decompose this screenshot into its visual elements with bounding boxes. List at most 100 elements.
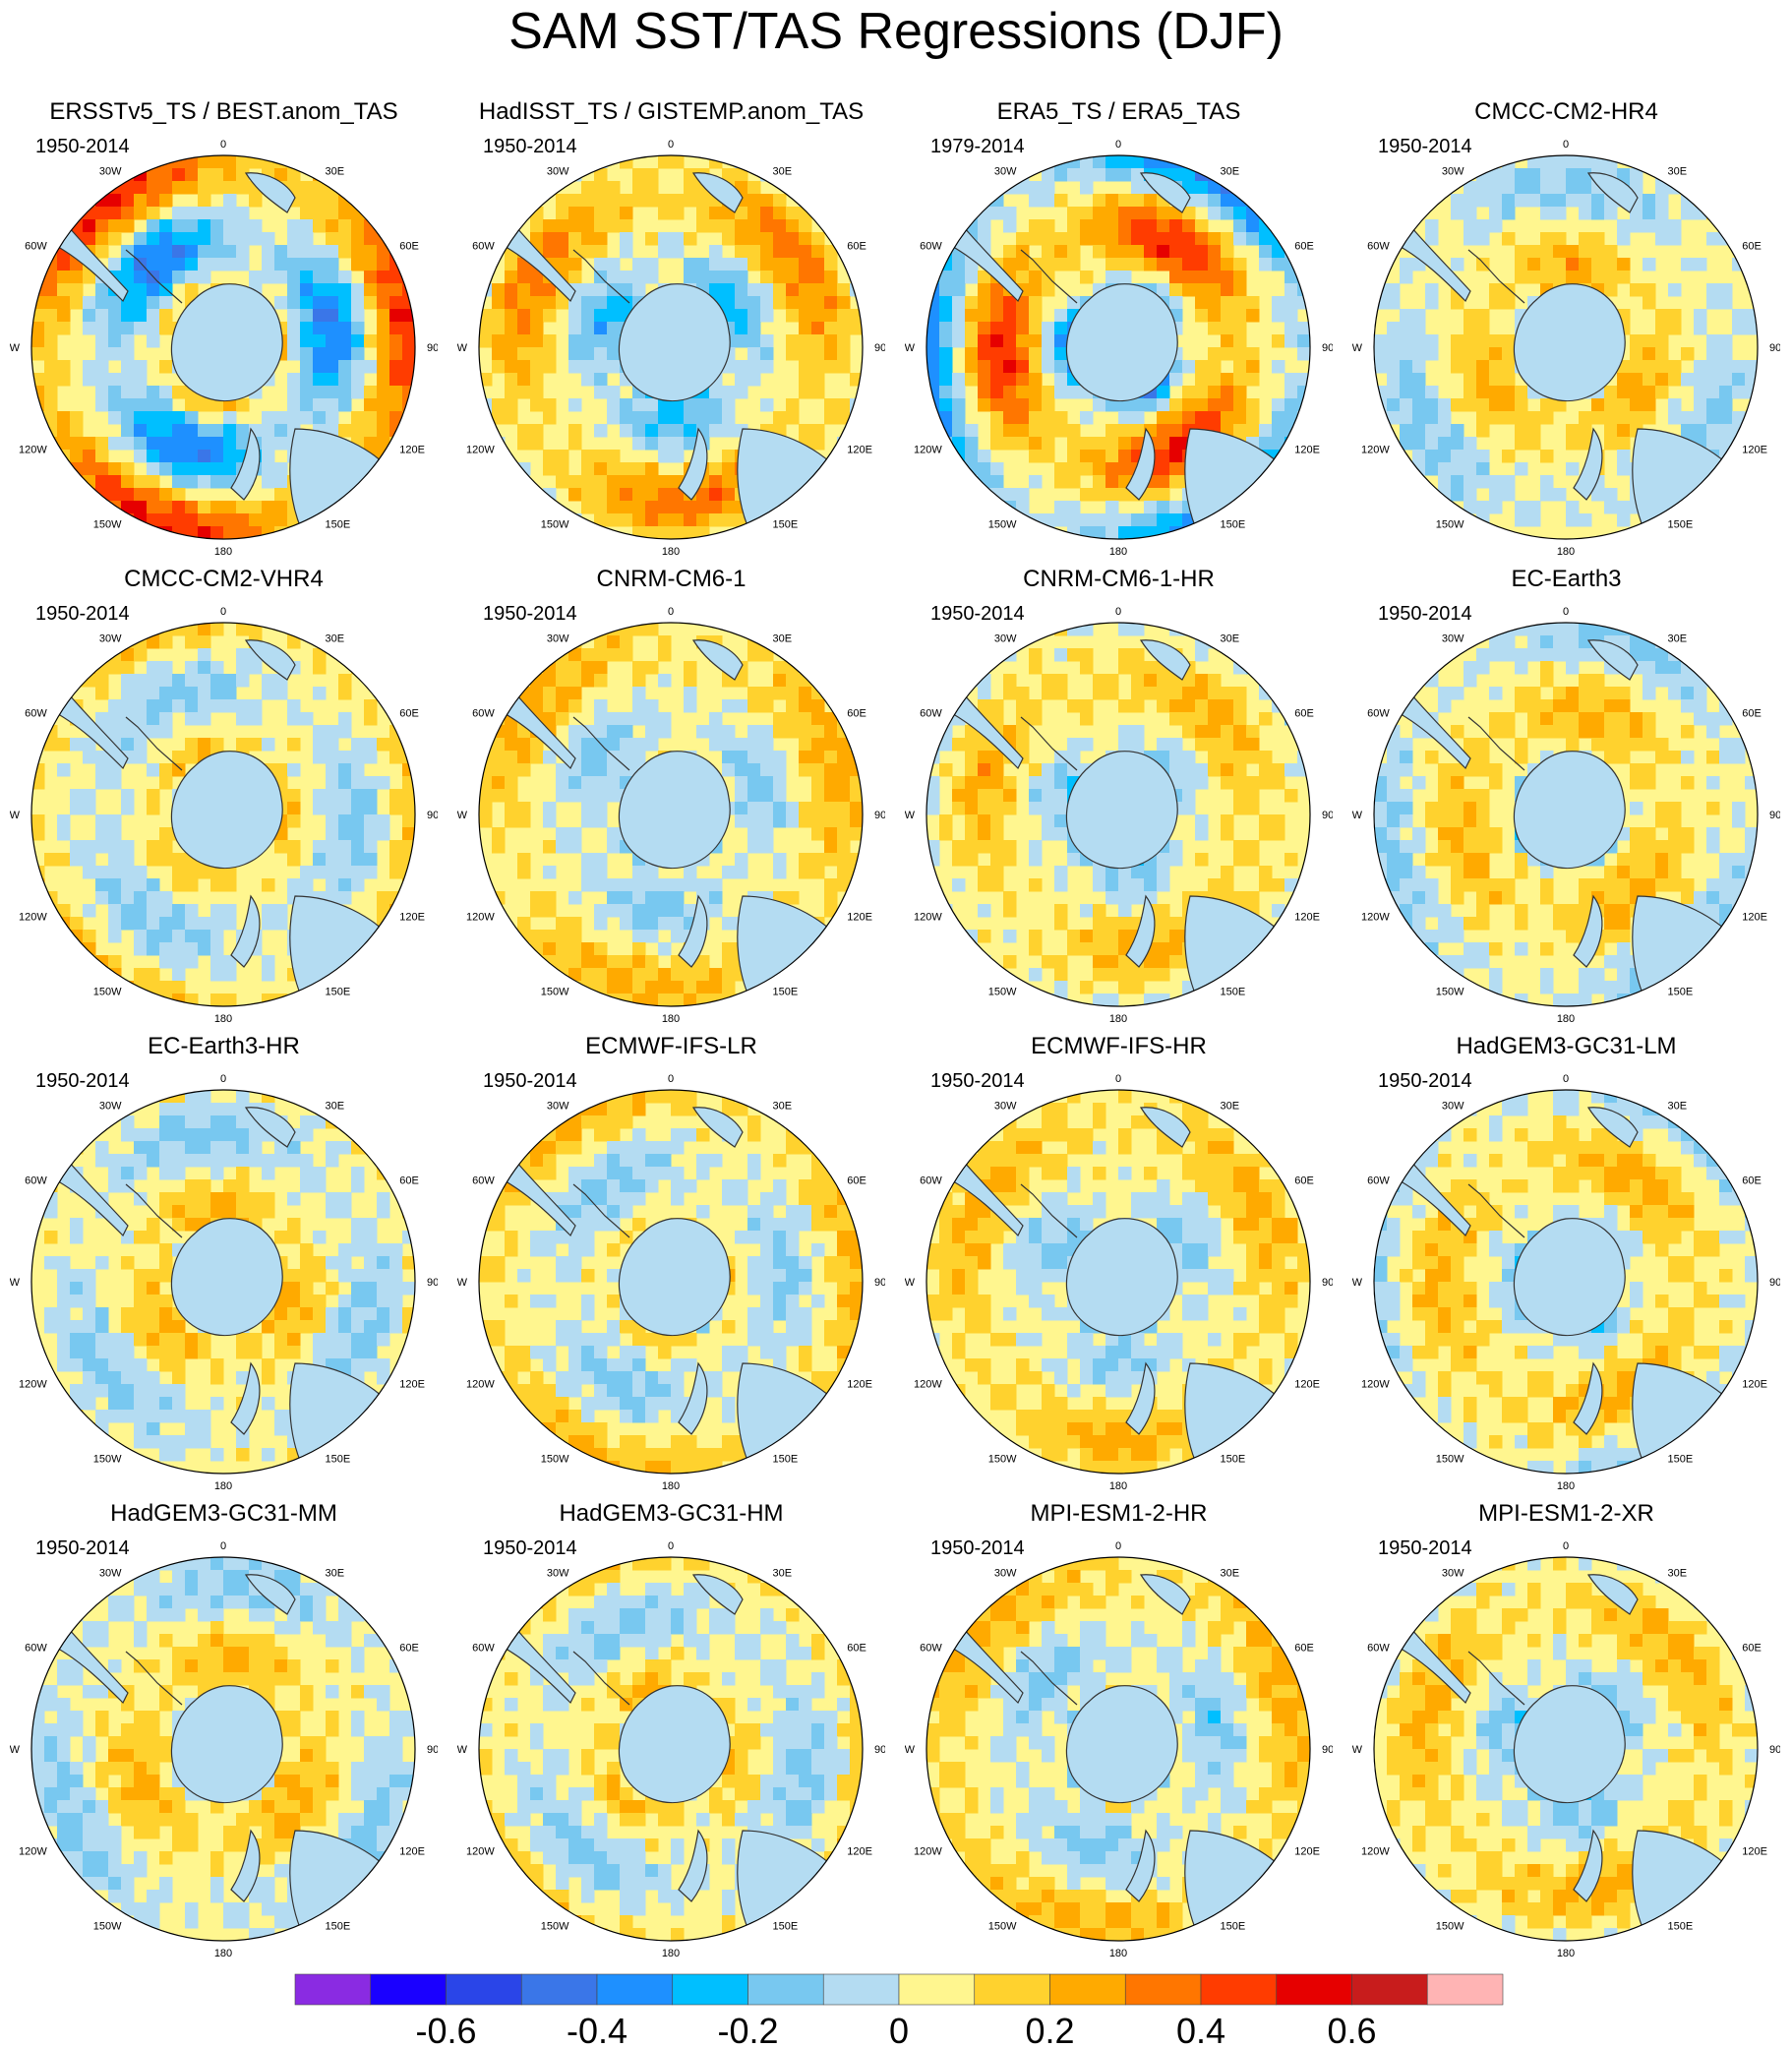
panel-period: 1950-2014 <box>483 1070 577 1092</box>
longitude-label: 150E <box>773 986 799 997</box>
longitude-label: 120E <box>1294 912 1320 924</box>
longitude-label: 120W <box>19 445 47 456</box>
longitude-label: 180 <box>1557 1480 1575 1492</box>
longitude-label: 120E <box>1294 1379 1320 1391</box>
map-panel: ERSSTv5_TS / BEST.anom_TAS 1950-2014 0 180 3… <box>0 98 448 566</box>
map-panel: ECMWF-IFS-HR 1950-2014 0 180 30W 60W 90W 120W 15… <box>895 1033 1343 1500</box>
longitude-label: 150E <box>773 518 799 530</box>
longitude-label: 150W <box>541 1920 569 1932</box>
longitude-label: 30W <box>547 166 569 178</box>
longitude-label: 120E <box>399 1846 425 1858</box>
panel-title: CMCC-CM2-VHR4 <box>124 566 324 592</box>
longitude-label: 60W <box>920 1643 942 1655</box>
colorbar-tick-label: 0 <box>889 2011 909 2048</box>
longitude-label: 60E <box>847 1175 866 1187</box>
polar-map: 0 180 30W 60W 90W 120W 150W 30E 60E 90E 120E 150E <box>905 1540 1333 1959</box>
longitude-label: 60W <box>920 708 942 720</box>
longitude-label: 0 <box>220 606 226 618</box>
longitude-label: 120E <box>399 912 425 924</box>
longitude-label: 120E <box>1742 1379 1767 1391</box>
longitude-label: 120W <box>19 1379 47 1391</box>
longitude-label: 90W <box>905 1744 916 1756</box>
colorbar-swatch <box>520 1973 598 2006</box>
colorbar-swatch <box>294 1973 372 2006</box>
longitude-label: 120E <box>847 912 872 924</box>
longitude-label: 150E <box>326 1920 351 1932</box>
longitude-label: 180 <box>214 1480 232 1492</box>
longitude-label: 30E <box>1668 166 1688 178</box>
longitude-label: 30E <box>326 1101 345 1113</box>
longitude-label: 30E <box>326 166 345 178</box>
longitude-label: 30W <box>547 1568 569 1580</box>
panel-title: HadGEM3-GC31-MM <box>110 1500 337 1527</box>
panel-period: 1950-2014 <box>35 136 130 157</box>
longitude-label: 60E <box>1742 1175 1762 1187</box>
longitude-label: 30W <box>1442 1101 1464 1113</box>
longitude-label: 90E <box>427 342 438 354</box>
longitude-label: 150W <box>988 1920 1017 1932</box>
colorbar-swatch <box>446 1973 522 2006</box>
longitude-label: 0 <box>1115 606 1121 618</box>
longitude-label: 30W <box>1442 1568 1464 1580</box>
longitude-label: 120W <box>914 445 942 456</box>
longitude-label: 90E <box>1322 1744 1333 1756</box>
panel-period: 1950-2014 <box>35 603 130 625</box>
longitude-label: 0 <box>1115 1073 1121 1085</box>
colorbar-swatch <box>370 1973 447 2006</box>
longitude-label: 0 <box>1563 1073 1569 1085</box>
longitude-label: 180 <box>1557 1948 1575 1959</box>
colorbar-swatch <box>747 1973 824 2006</box>
longitude-label: 90E <box>1322 342 1333 354</box>
longitude-label: 150E <box>773 1920 799 1932</box>
longitude-label: 30W <box>99 1568 122 1580</box>
colorbar-swatch <box>1351 1973 1428 2006</box>
longitude-label: 60E <box>399 241 419 253</box>
longitude-label: 90W <box>1352 810 1363 821</box>
colorbar-swatch <box>1276 1973 1352 2006</box>
longitude-label: 90E <box>874 1277 885 1289</box>
colorbar-swatch <box>1124 1973 1202 2006</box>
longitude-label: 180 <box>662 1948 680 1959</box>
map-panel: MPI-ESM1-2-XR 1950-2014 0 180 30W 60W 90W 120W 1… <box>1343 1500 1790 1967</box>
longitude-label: 150W <box>988 1453 1017 1465</box>
longitude-label: 150E <box>1668 518 1694 530</box>
longitude-label: 90W <box>457 810 468 821</box>
longitude-label: 60E <box>1294 1175 1314 1187</box>
polar-map: 0 180 30W 60W 90W 120W 150W 30E 60E 90E 120E 150E <box>457 606 885 1025</box>
longitude-label: 180 <box>1557 1013 1575 1025</box>
longitude-label: 60W <box>920 241 942 253</box>
longitude-label: 150E <box>1221 518 1246 530</box>
longitude-label: 30E <box>1221 1101 1240 1113</box>
longitude-label: 120W <box>914 1846 942 1858</box>
longitude-label: 150E <box>326 1453 351 1465</box>
longitude-label: 0 <box>220 1073 226 1085</box>
longitude-label: 90E <box>1322 1277 1333 1289</box>
panel-period: 1950-2014 <box>1378 603 1472 625</box>
longitude-label: 120E <box>1742 1846 1767 1858</box>
longitude-label: 120E <box>847 1846 872 1858</box>
polar-map: 0 180 30W 60W 90W 120W 150W 30E 60E 90E 120E 150E <box>1352 1540 1780 1959</box>
longitude-label: 30W <box>994 166 1017 178</box>
panel-title: ERSSTv5_TS / BEST.anom_TAS <box>49 98 398 125</box>
longitude-label: 0 <box>220 139 226 151</box>
panel-period: 1950-2014 <box>930 1537 1025 1559</box>
longitude-label: 180 <box>1109 1013 1127 1025</box>
longitude-label: 150E <box>1668 986 1694 997</box>
longitude-label: 90E <box>1769 1277 1780 1289</box>
map-panel: HadGEM3-GC31-HM 1950-2014 0 180 30W 60W 90W 120… <box>448 1500 895 1967</box>
longitude-label: 60W <box>1367 1175 1390 1187</box>
longitude-label: 120E <box>399 1379 425 1391</box>
longitude-label: 120W <box>466 1846 495 1858</box>
longitude-label: 60W <box>920 1175 942 1187</box>
longitude-label: 150W <box>93 1453 122 1465</box>
longitude-label: 30W <box>994 1101 1017 1113</box>
longitude-label: 0 <box>668 606 674 618</box>
longitude-label: 120W <box>1361 912 1390 924</box>
longitude-label: 180 <box>1557 546 1575 558</box>
longitude-label: 90W <box>457 342 468 354</box>
longitude-label: 30W <box>547 633 569 645</box>
longitude-label: 60W <box>472 708 495 720</box>
longitude-label: 30E <box>1221 1568 1240 1580</box>
longitude-label: 60E <box>399 1175 419 1187</box>
